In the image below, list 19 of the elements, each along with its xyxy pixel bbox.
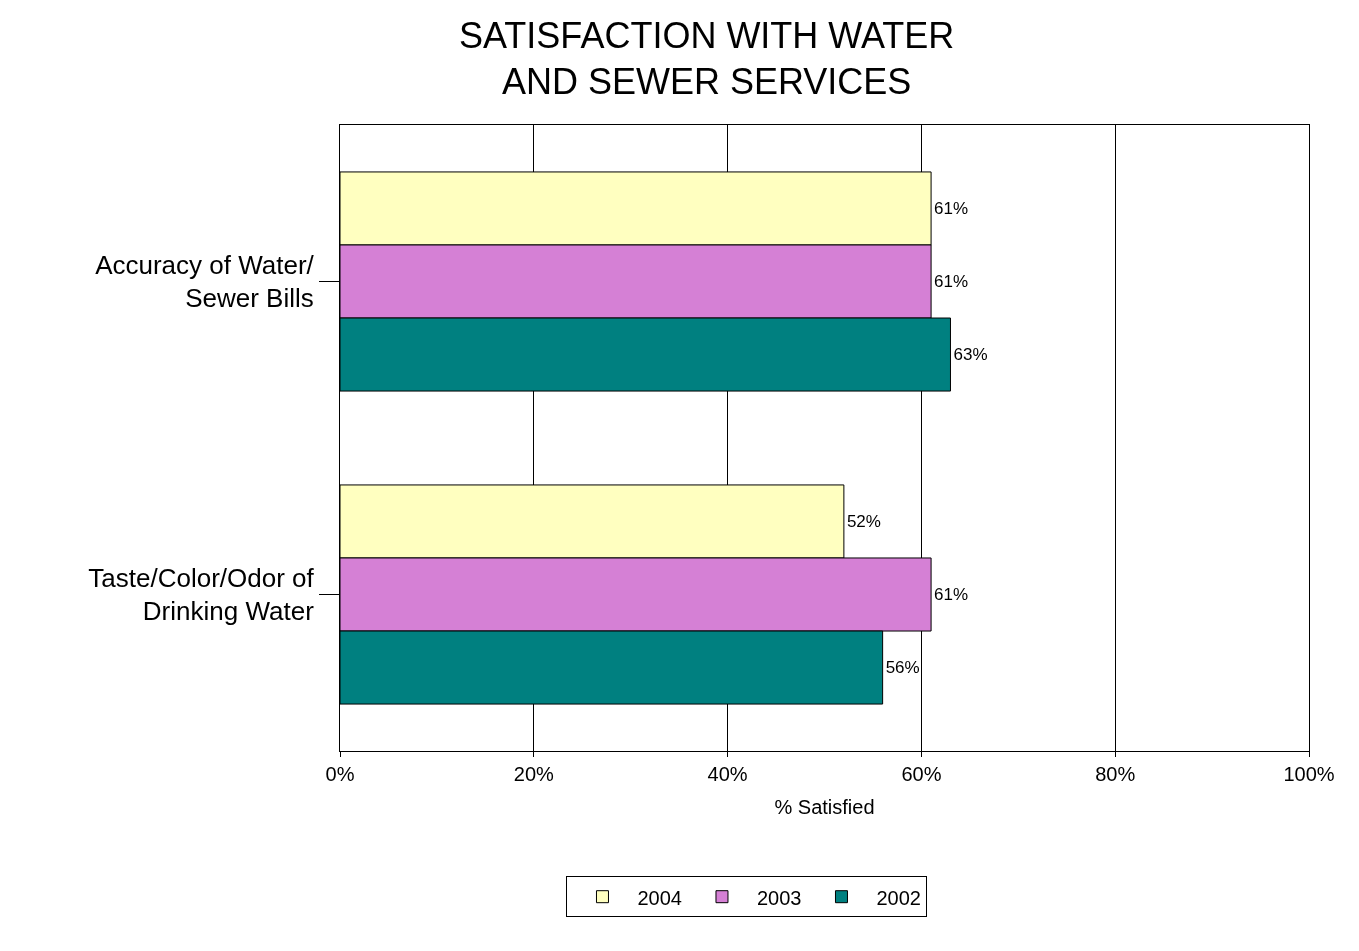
x-tick-label: 0% <box>325 763 355 785</box>
x-tick-label: 20% <box>513 763 555 785</box>
legend-label: 2003 <box>756 886 802 909</box>
y-tick-label: Taste/Color/Odor of Drinking Water <box>88 562 315 627</box>
data-label: 61% <box>934 585 969 604</box>
data-label: 61% <box>934 198 969 218</box>
x-tick-label: 100% <box>1283 763 1335 785</box>
x-tick-label: 60% <box>901 763 942 785</box>
y-tick-label: Accuracy of Water/ Sewer Bills <box>95 249 315 314</box>
x-tick-label: 40% <box>707 763 748 785</box>
data-label: 61% <box>934 272 969 291</box>
legend-label: 2004 <box>637 886 682 909</box>
data-label: 52% <box>846 511 881 531</box>
x-axis-title: % Satisfied <box>774 795 875 818</box>
x-tick-label: 80% <box>1095 763 1136 785</box>
chart-title: SATISFACTION WITH WATER AND SEWER SERVICES <box>459 14 955 103</box>
legend-label: 2002 <box>876 886 921 909</box>
data-label: 63% <box>953 345 988 365</box>
data-label: 56% <box>885 658 920 678</box>
